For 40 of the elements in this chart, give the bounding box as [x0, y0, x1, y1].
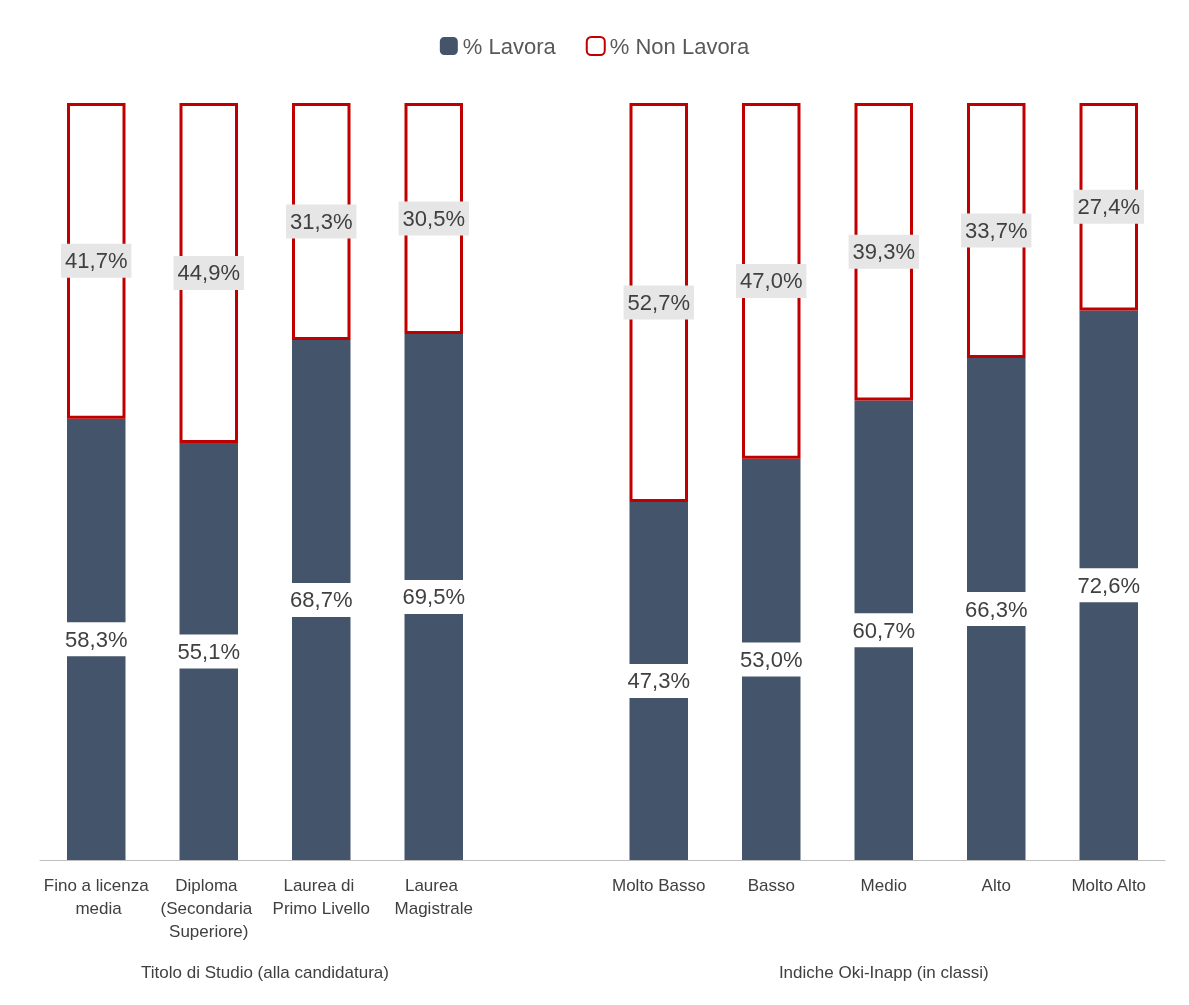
bar — [67, 418, 126, 860]
x-tick-label: Diploma (Secondaria Superiore) — [160, 876, 257, 941]
text: Titolo di Studio (alla candidatura) — [141, 962, 389, 982]
bar — [854, 400, 913, 860]
x-tick-label: Laurea di Primo Livello — [272, 876, 370, 918]
legend-label: % Non Lavora — [609, 33, 750, 59]
bar — [629, 501, 688, 860]
data-label: 69,5% — [402, 584, 465, 610]
data-label: 53,0% — [740, 646, 803, 672]
data-label: 47,0% — [740, 268, 803, 294]
bar — [404, 333, 463, 860]
data-label: 55,1% — [177, 638, 240, 664]
x-tick-label: Basso — [747, 876, 795, 895]
data-label: 44,9% — [177, 260, 240, 286]
data-label: 60,7% — [852, 617, 915, 643]
text: Indiche Oki-Inapp (in classi) — [778, 962, 989, 982]
x-tick-label: Medio — [860, 876, 907, 895]
data-label: 66,3% — [965, 596, 1028, 622]
x-tick-label: Molto Basso — [611, 876, 706, 895]
data-label: 52,7% — [627, 289, 690, 315]
data-label: 39,3% — [852, 239, 915, 265]
legend-label: % Lavora — [462, 33, 557, 59]
data-label: 58,3% — [65, 626, 128, 652]
bar — [1079, 310, 1138, 860]
data-label: 72,6% — [1077, 572, 1140, 598]
x-tick-label: Laurea Magistrale — [394, 876, 473, 918]
data-label: 30,5% — [402, 205, 465, 231]
x-tick-label: Alto — [981, 876, 1011, 895]
data-label: 31,3% — [290, 208, 353, 234]
data-label: 27,4% — [1077, 194, 1140, 220]
x-tick-label: Fino a licenza media — [43, 876, 150, 918]
bar — [967, 358, 1026, 860]
bar — [179, 442, 238, 860]
bar — [742, 458, 801, 860]
data-label: 68,7% — [290, 587, 353, 613]
x-tick-label: Molto Alto — [1071, 876, 1147, 895]
data-label: 33,7% — [965, 218, 1028, 244]
data-label: 47,3% — [627, 668, 690, 694]
data-label: 41,7% — [65, 248, 128, 274]
bar — [292, 339, 351, 860]
